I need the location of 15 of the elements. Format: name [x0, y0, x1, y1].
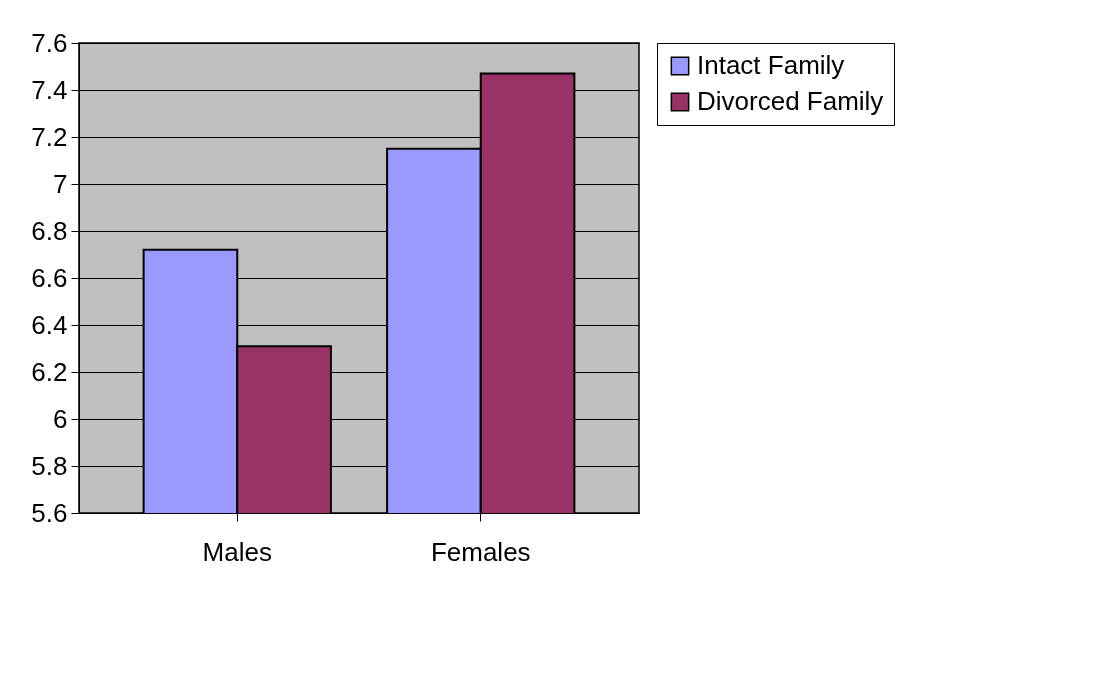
y-tick-label: 6.8: [31, 215, 68, 246]
y-tick-label: 5.8: [31, 450, 68, 481]
y-tick-label: 6.6: [31, 262, 68, 293]
y-tick-label: 5.6: [31, 497, 68, 528]
y-tick-label: 6.2: [31, 356, 68, 387]
y-tick-label: 7.4: [31, 74, 68, 105]
y-tick-label: 6: [53, 403, 68, 434]
x-tick-label: Males: [202, 536, 272, 567]
y-tick-label: 7.2: [31, 121, 68, 152]
x-tick-label: Females: [430, 536, 531, 567]
y-tick-label: 7.6: [31, 27, 68, 58]
y-tick-label: 7: [53, 168, 68, 199]
y-tick-label: 6.4: [31, 309, 68, 340]
legend-label: Divorced Family: [697, 86, 884, 116]
legend-label: Intact Family: [697, 50, 845, 80]
